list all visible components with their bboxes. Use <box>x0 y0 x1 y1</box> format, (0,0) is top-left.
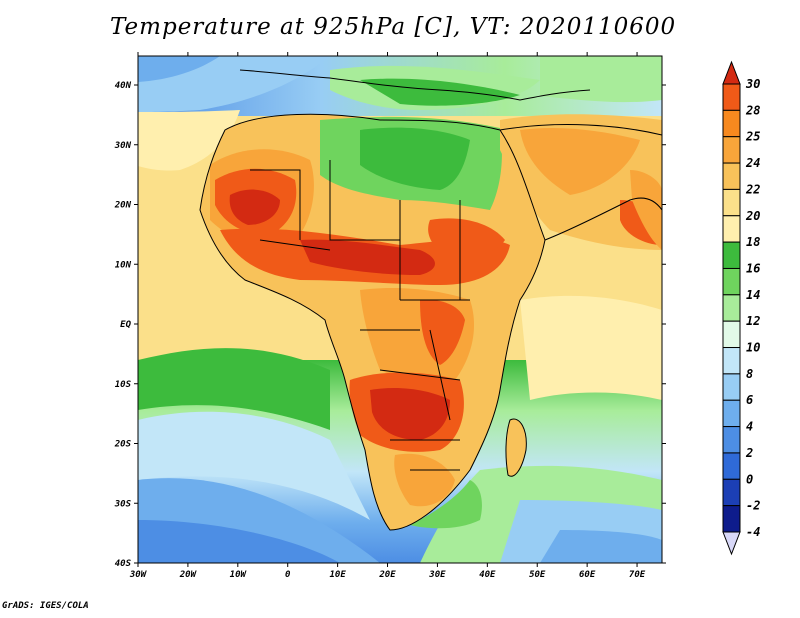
colorbar-segment <box>722 426 741 454</box>
colorbar-segment <box>722 136 741 164</box>
colorbar-segment <box>722 109 741 138</box>
colorbar-label: 20 <box>745 209 760 223</box>
lat-tick-label: 20N <box>114 201 132 211</box>
lat-tick-label: 30S <box>114 499 132 509</box>
lat-tick-label: 20S <box>114 440 132 450</box>
map-frame <box>137 55 663 564</box>
colorbar-label: 30 <box>745 77 760 91</box>
colorbar-segment <box>722 241 741 269</box>
colorbar-label: 12 <box>746 314 760 328</box>
colorbar-segment <box>722 83 741 111</box>
colorbar-label: 10 <box>746 341 760 355</box>
credit-text: GrADS: IGES/COLA <box>2 601 89 611</box>
colorbar-segment <box>722 452 741 480</box>
map-title: Temperature at 925hPa [C], VT: 202011060… <box>110 14 677 40</box>
colorbar-segment <box>722 215 741 243</box>
lon-tick-label: 40E <box>479 570 496 580</box>
colorbar-segment <box>722 347 741 375</box>
colorbar-label: -4 <box>746 525 760 539</box>
colorbar-label: 16 <box>746 261 760 275</box>
colorbar-bottom-arrow <box>722 531 741 556</box>
colorbar-label: 8 <box>746 367 753 381</box>
colorbar-top-arrow <box>722 60 741 85</box>
lat-tick-label: 40N <box>115 81 132 91</box>
lon-tick-label: 10E <box>329 570 346 580</box>
lat-tick-label: 30N <box>114 141 132 151</box>
lon-tick-label: 0 <box>285 570 291 580</box>
lon-tick-label: 20W <box>179 570 198 580</box>
lon-tick-label: 10W <box>230 570 248 580</box>
lon-tick-label: 50E <box>529 570 546 580</box>
colorbar-label: 24 <box>745 156 760 170</box>
colorbar-segment <box>722 320 741 349</box>
lon-tick-label: 20E <box>378 570 396 580</box>
colorbar-label: 0 <box>746 472 753 486</box>
colorbar-label: 22 <box>745 182 760 196</box>
colorbar-segment <box>722 162 741 190</box>
temperature-field <box>138 56 662 563</box>
colorbar-label: 2 <box>745 446 753 460</box>
colorbar-segment <box>722 188 741 217</box>
colorbar-label: 18 <box>746 235 760 249</box>
lon-tick-label: 60E <box>579 570 596 580</box>
colorbar-segment <box>722 267 741 296</box>
lon-tick-label: 70E <box>629 570 646 580</box>
lat-tick-label: 40S <box>115 559 132 569</box>
colorbar-segment <box>722 294 741 322</box>
colorbar-label: 28 <box>745 103 760 117</box>
lat-axis: 40N 30N 20N 10N EQ 10S 20S 30S 40S <box>114 81 666 569</box>
colorbar-label: 6 <box>746 393 753 407</box>
lat-tick-label: 10S <box>115 380 132 390</box>
lon-tick-label: 30W <box>129 570 148 580</box>
colorbar-label: 25 <box>745 130 760 144</box>
colorbar-segment <box>722 505 741 533</box>
colorbar-segment <box>722 399 741 428</box>
colorbar-segment <box>722 373 741 401</box>
lon-axis: 30W 20W 10W 0 10E 20E 30E 40E 50E 60E 70E <box>129 52 646 580</box>
colorbar-label: -2 <box>746 499 760 513</box>
lat-tick-label: EQ <box>120 320 131 330</box>
lat-tick-label: 10N <box>115 260 132 270</box>
colorbar-segment <box>722 478 741 507</box>
lon-tick-label: 30E <box>428 570 446 580</box>
coastlines <box>199 69 662 531</box>
colorbar-label: 14 <box>746 288 760 302</box>
colorbar-label: 4 <box>746 420 753 434</box>
